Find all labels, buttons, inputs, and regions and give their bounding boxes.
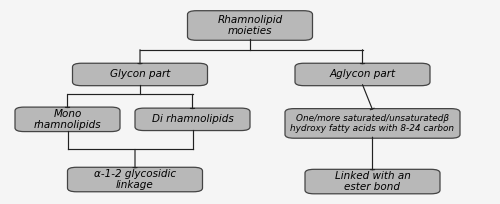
FancyBboxPatch shape: [305, 169, 440, 194]
Text: Mono
rhamnolipids: Mono rhamnolipids: [34, 109, 102, 130]
Text: One/more saturated/unsaturatedβ
hydroxy fatty acids with 8-24 carbon: One/more saturated/unsaturatedβ hydroxy …: [290, 114, 454, 133]
Text: Glycon part: Glycon part: [110, 69, 170, 80]
FancyBboxPatch shape: [15, 107, 120, 132]
Text: Linked with an
ester bond: Linked with an ester bond: [334, 171, 410, 192]
Text: Rhamnolipid
moieties: Rhamnolipid moieties: [218, 15, 282, 36]
Text: α-1-2 glycosidic
linkage: α-1-2 glycosidic linkage: [94, 169, 176, 190]
FancyBboxPatch shape: [188, 11, 312, 40]
Text: Aglycon part: Aglycon part: [330, 69, 396, 80]
FancyBboxPatch shape: [72, 63, 208, 86]
FancyBboxPatch shape: [68, 167, 202, 192]
FancyBboxPatch shape: [285, 109, 460, 138]
FancyBboxPatch shape: [295, 63, 430, 86]
FancyBboxPatch shape: [135, 108, 250, 131]
Text: Di rhamnolipids: Di rhamnolipids: [152, 114, 234, 124]
